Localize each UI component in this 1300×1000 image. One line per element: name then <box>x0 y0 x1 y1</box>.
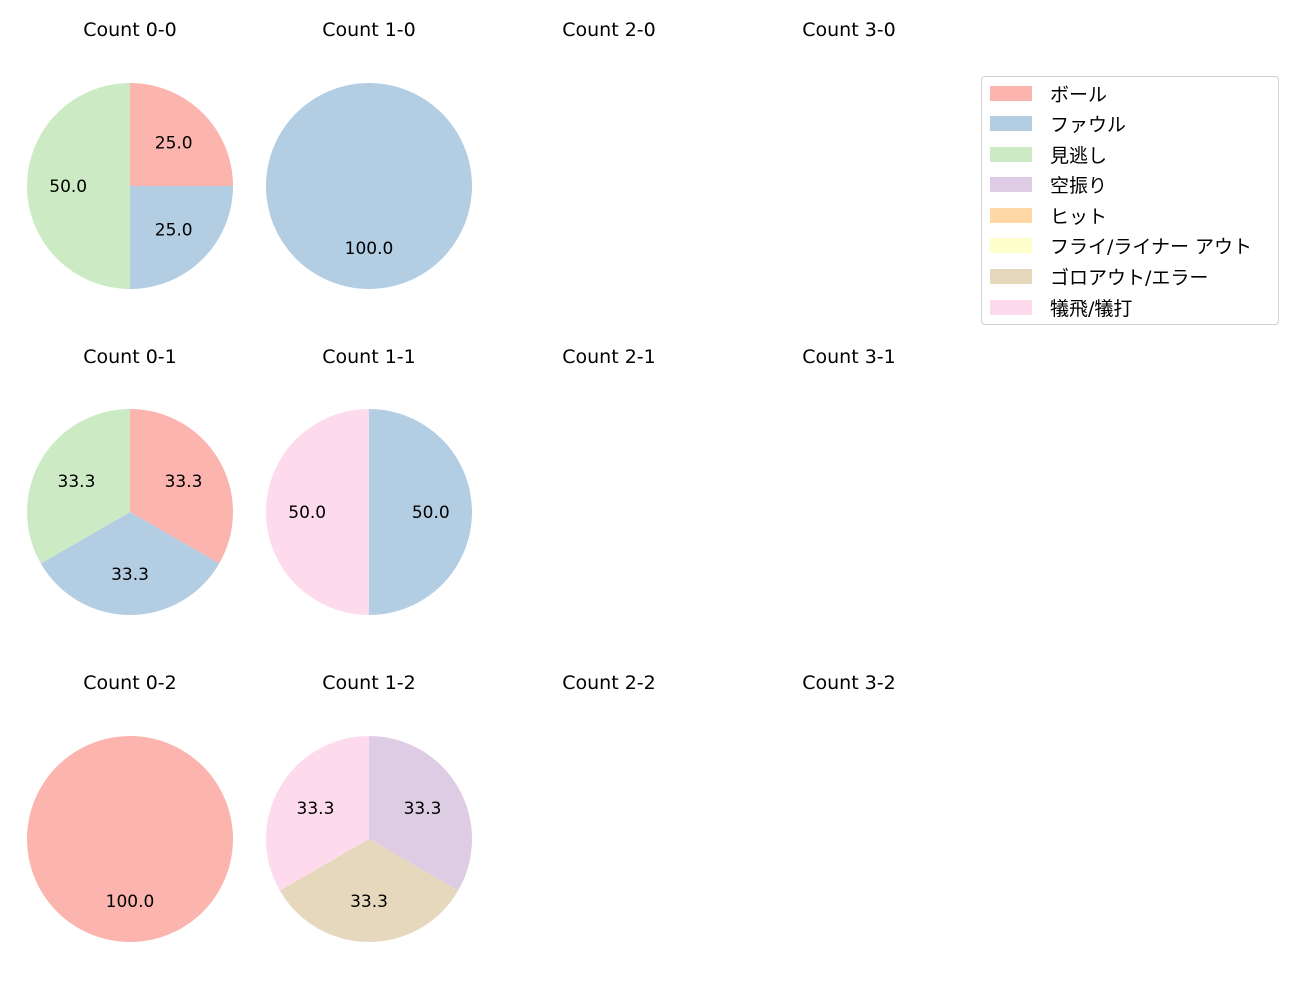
chart-title: Count 2-1 <box>562 346 656 368</box>
legend-label: 見逃し <box>1050 144 1108 167</box>
legend-label: フライ/ライナー アウト <box>1050 235 1253 258</box>
slice-percent-label: 50.0 <box>288 503 326 523</box>
pie-chart: Count 2-0 <box>562 19 656 41</box>
pie-slice <box>130 186 233 289</box>
pie-chart: Count 3-0 <box>802 19 896 41</box>
slice-percent-label: 50.0 <box>49 177 87 197</box>
pie-slice <box>369 409 472 615</box>
legend-item: ヒット <box>990 203 1108 228</box>
pie-chart: Count 0-2 100.0 <box>27 672 233 942</box>
legend-item: 見逃し <box>990 142 1108 167</box>
chart-title: Count 3-2 <box>802 672 896 694</box>
legend-swatch <box>990 237 1032 253</box>
slice-percent-label: 100.0 <box>345 239 394 259</box>
pie-slice <box>369 736 472 891</box>
chart-title: Count 3-0 <box>802 19 896 41</box>
pie-chart: Count 2-2 <box>562 672 656 694</box>
legend-label: 犠飛/犠打 <box>1050 297 1133 320</box>
chart-title: Count 2-2 <box>562 672 656 694</box>
legend-label: ボール <box>1050 83 1108 106</box>
slice-percent-label: 33.3 <box>297 799 335 819</box>
slice-percent-label: 33.3 <box>404 799 442 819</box>
pie-chart: Count 3-2 <box>802 672 896 694</box>
chart-title: Count 2-0 <box>562 19 656 41</box>
legend-item: 犠飛/犠打 <box>990 295 1133 320</box>
pie-chart: Count 0-1 33.3 33.3 33.3 <box>27 346 233 615</box>
pie-slice <box>266 736 369 891</box>
legend-label: ゴロアウト/エラー <box>1050 266 1209 289</box>
pie-slice <box>130 409 233 564</box>
legend-swatch <box>990 207 1032 223</box>
legend-label: ヒット <box>1050 205 1108 228</box>
legend-item: 空振り <box>990 172 1108 197</box>
chart-title: Count 1-1 <box>322 346 416 368</box>
legend-swatch <box>990 146 1032 162</box>
pie-chart: Count 0-0 25.0 25.0 50.0 <box>27 19 233 289</box>
chart-title: Count 0-0 <box>83 19 177 41</box>
legend-item: ゴロアウト/エラー <box>990 264 1209 289</box>
legend: ボール ファウル 見逃し 空振り ヒット フライ/ライナー アウト ゴロアウト/… <box>981 76 1279 325</box>
pie-slice <box>40 512 220 615</box>
legend-swatch <box>990 268 1032 284</box>
pie-slice <box>130 83 233 186</box>
slice-percent-label: 33.3 <box>350 892 388 912</box>
pie-chart: Count 1-0 100.0 <box>266 19 472 289</box>
pie-slice <box>266 83 472 289</box>
legend-swatch <box>990 115 1032 131</box>
pie-chart: Count 2-1 <box>562 346 656 368</box>
slice-percent-label: 25.0 <box>155 221 193 241</box>
chart-title: Count 1-0 <box>322 19 416 41</box>
pie-slice <box>266 409 369 615</box>
pie-slice <box>27 409 130 564</box>
pie-slice <box>27 736 233 942</box>
legend-swatch <box>990 299 1032 315</box>
slice-percent-label: 33.3 <box>111 565 149 585</box>
legend-item: ボール <box>990 81 1108 106</box>
slice-percent-label: 25.0 <box>155 133 193 153</box>
chart-title: Count 0-2 <box>83 672 177 694</box>
legend-swatch <box>990 85 1032 101</box>
slice-percent-label: 100.0 <box>106 892 155 912</box>
pie-slice <box>27 83 130 289</box>
slice-percent-label: 33.3 <box>165 472 203 492</box>
legend-item: フライ/ライナー アウト <box>990 233 1253 258</box>
legend-item: ファウル <box>990 111 1127 136</box>
legend-label: 空振り <box>1050 174 1108 197</box>
legend-swatch <box>990 176 1032 192</box>
chart-title: Count 0-1 <box>83 346 177 368</box>
slice-percent-label: 50.0 <box>412 503 450 523</box>
chart-title: Count 3-1 <box>802 346 896 368</box>
pie-chart: Count 1-2 33.3 33.3 33.3 <box>266 672 472 942</box>
slice-percent-label: 33.3 <box>58 472 96 492</box>
chart-title: Count 1-2 <box>322 672 416 694</box>
legend-label: ファウル <box>1050 113 1127 136</box>
pie-chart: Count 1-1 50.0 50.0 <box>266 346 472 615</box>
pie-chart: Count 3-1 <box>802 346 896 368</box>
